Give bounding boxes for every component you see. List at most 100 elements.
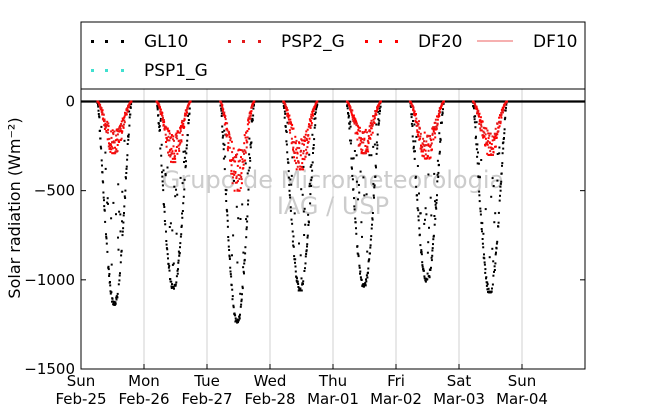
gl10-point bbox=[174, 195, 177, 198]
diffuse-point bbox=[101, 111, 104, 114]
diffuse-point bbox=[490, 143, 493, 146]
gl10-point bbox=[495, 242, 498, 245]
diffuse-point bbox=[239, 187, 242, 189]
gl10-point bbox=[297, 283, 300, 285]
gl10-point bbox=[429, 268, 432, 271]
diffuse-point bbox=[120, 123, 123, 125]
diffuse-point bbox=[108, 147, 111, 150]
diffuse-point bbox=[116, 138, 119, 141]
gl10-point bbox=[354, 221, 357, 224]
gl10-point bbox=[286, 121, 289, 124]
gl10-point bbox=[167, 263, 170, 265]
diffuse-point bbox=[310, 113, 313, 116]
gl10-point bbox=[184, 166, 187, 169]
diffuse-point bbox=[235, 177, 238, 180]
diffuse-point bbox=[107, 125, 110, 128]
gl10-point bbox=[175, 188, 177, 191]
gl10-point bbox=[97, 113, 100, 115]
diffuse-point bbox=[413, 112, 415, 115]
diffuse-point bbox=[236, 153, 239, 156]
gl10-point bbox=[377, 110, 379, 113]
gl10-point bbox=[430, 256, 433, 259]
gl10-point bbox=[346, 105, 349, 107]
diffuse-point bbox=[170, 134, 173, 136]
gl10-point bbox=[420, 249, 423, 252]
gl10-point bbox=[303, 207, 306, 210]
gl10-point bbox=[413, 123, 416, 126]
gl10-point bbox=[97, 103, 99, 106]
diffuse-point bbox=[502, 109, 505, 112]
gl10-point bbox=[156, 106, 159, 109]
diffuse-point bbox=[365, 148, 368, 151]
gl10-point bbox=[442, 108, 444, 111]
diffuse-point bbox=[223, 111, 226, 114]
gl10-point bbox=[298, 242, 300, 245]
gl10-point bbox=[491, 283, 494, 286]
gl10-point bbox=[483, 261, 486, 264]
gl10-point bbox=[375, 141, 378, 144]
diffuse-point bbox=[112, 133, 115, 136]
gl10-point bbox=[434, 206, 437, 209]
gl10-point bbox=[369, 244, 372, 247]
gl10-point bbox=[418, 192, 420, 195]
gl10-point bbox=[432, 238, 435, 241]
gl10-point bbox=[291, 156, 294, 159]
diffuse-point bbox=[248, 117, 250, 120]
diffuse-point bbox=[373, 122, 376, 125]
gl10-point bbox=[497, 225, 500, 228]
diffuse-point bbox=[421, 146, 424, 149]
gl10-point bbox=[221, 125, 224, 128]
gl10-point bbox=[107, 268, 110, 271]
diffuse-point bbox=[481, 120, 484, 123]
diffuse-point bbox=[119, 124, 122, 127]
diffuse-point bbox=[163, 121, 166, 123]
diffuse-point bbox=[164, 133, 167, 136]
gl10-point bbox=[431, 247, 434, 250]
diffuse-point bbox=[429, 137, 432, 140]
gl10-point bbox=[181, 212, 183, 215]
gl10-point bbox=[119, 261, 122, 264]
diffuse-point bbox=[242, 167, 245, 170]
gl10-point bbox=[503, 118, 506, 121]
gl10-point bbox=[224, 193, 227, 196]
diffuse-point bbox=[175, 149, 177, 152]
gl10-point bbox=[310, 176, 313, 179]
gl10-point bbox=[349, 139, 351, 142]
diffuse-point bbox=[118, 129, 121, 132]
diffuse-point bbox=[294, 142, 297, 145]
diffuse-point bbox=[434, 136, 437, 139]
diffuse-point bbox=[358, 144, 361, 147]
diffuse-point bbox=[289, 131, 292, 134]
diffuse-point bbox=[420, 144, 422, 147]
diffuse-point bbox=[419, 132, 422, 135]
diffuse-point bbox=[358, 136, 361, 139]
diffuse-point bbox=[427, 143, 430, 146]
legend-swatch-dot bbox=[105, 69, 108, 72]
x-tick-label-date: Mar-04 bbox=[496, 390, 548, 408]
diffuse-point bbox=[484, 144, 487, 147]
diffuse-point bbox=[301, 139, 303, 142]
diffuse-point bbox=[112, 140, 115, 143]
diffuse-point bbox=[306, 128, 309, 131]
gl10-point bbox=[177, 259, 180, 262]
gl10-point bbox=[116, 292, 119, 295]
diffuse-point bbox=[169, 148, 172, 151]
gl10-point bbox=[285, 143, 288, 146]
diffuse-point bbox=[231, 159, 234, 161]
gl10-point bbox=[481, 242, 484, 245]
diffuse-point bbox=[114, 146, 116, 149]
diffuse-point bbox=[286, 109, 289, 112]
diffuse-point bbox=[371, 125, 374, 127]
diffuse-point bbox=[122, 126, 125, 129]
diffuse-point bbox=[494, 127, 497, 130]
diffuse-point bbox=[228, 136, 231, 138]
gl10-point bbox=[492, 185, 495, 187]
gl10-point bbox=[316, 104, 318, 107]
gl10-point bbox=[311, 133, 314, 136]
diffuse-point bbox=[300, 138, 303, 141]
diffuse-point bbox=[171, 150, 174, 153]
gl10-point bbox=[228, 249, 231, 251]
gl10-point bbox=[169, 222, 172, 225]
gl10-point bbox=[424, 207, 427, 210]
diffuse-point bbox=[107, 145, 110, 148]
